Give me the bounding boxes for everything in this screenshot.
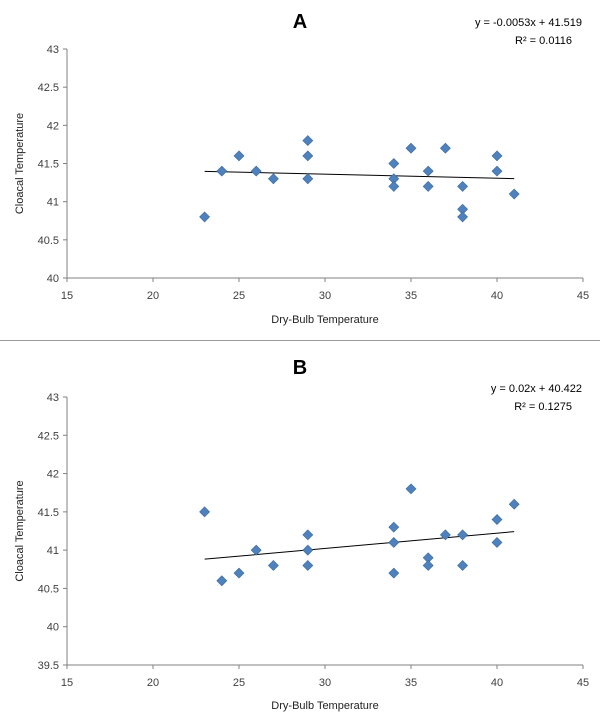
- data-point: [491, 150, 503, 162]
- x-tick-label: 25: [233, 290, 245, 302]
- y-tick-label: 42.5: [38, 430, 59, 442]
- x-axis-title: Dry-Bulb Temperature: [271, 314, 378, 326]
- data-point: [267, 560, 279, 571]
- trendline: [204, 170, 515, 180]
- y-tick-label: 39.5: [38, 660, 59, 672]
- data-point: [199, 211, 211, 223]
- x-tick-label: 20: [147, 290, 159, 302]
- data-point: [439, 529, 451, 541]
- r-squared-label: R² = 0.1275: [514, 401, 572, 413]
- data-point: [388, 537, 400, 548]
- trendline-equation: y = -0.0053x + 41.519: [475, 17, 582, 29]
- data-point: [508, 188, 520, 200]
- data-point: [491, 537, 503, 548]
- r-squared-label: R² = 0.0116: [515, 35, 572, 47]
- x-tick-label: 20: [147, 677, 159, 689]
- x-tick-label: 30: [319, 677, 331, 689]
- x-tick-label: 35: [405, 290, 417, 302]
- x-tick-label: 15: [61, 290, 73, 302]
- trendline-equation: y = 0.02x + 40.422: [491, 383, 582, 395]
- data-point: [388, 180, 400, 192]
- chart-title-b: B: [293, 357, 307, 379]
- y-tick-label: 40: [47, 622, 59, 634]
- data-point: [250, 544, 262, 556]
- data-point: [216, 165, 228, 177]
- y-tick-label: 41: [47, 197, 59, 209]
- x-tick-label: 30: [319, 290, 331, 302]
- data-point: [267, 173, 279, 185]
- data-point: [439, 142, 451, 154]
- x-tick-label: 15: [61, 677, 73, 689]
- data-point: [422, 560, 434, 571]
- x-tick-label: 45: [577, 290, 589, 302]
- data-point: [216, 575, 228, 587]
- data-point: [422, 165, 434, 177]
- trendline: [204, 531, 515, 560]
- y-tick-label: 42: [47, 120, 59, 132]
- data-point: [302, 529, 314, 541]
- y-axis-title: Cloacal Temperature: [14, 480, 26, 581]
- data-point: [388, 567, 400, 579]
- data-point: [233, 150, 245, 162]
- x-tick-label: 25: [233, 677, 245, 689]
- data-point: [508, 498, 520, 510]
- y-tick-label: 40.5: [38, 235, 59, 247]
- y-tick-label: 41.5: [38, 159, 59, 171]
- y-tick-label: 40: [47, 273, 59, 285]
- data-point: [388, 521, 400, 533]
- data-point: [457, 560, 469, 571]
- y-tick-label: 42.5: [38, 82, 59, 94]
- y-tick-label: 43: [47, 392, 59, 404]
- y-tick-label: 40.5: [38, 583, 59, 595]
- chart-title-a: A: [293, 11, 307, 33]
- x-axis-title: Dry-Bulb Temperature: [271, 700, 378, 712]
- data-point: [250, 165, 262, 177]
- x-tick-label: 40: [491, 290, 503, 302]
- data-point: [199, 506, 211, 518]
- scatter-chart-b: By = 0.02x + 40.422 R² = 0.1275 39.5 40 40.5…: [14, 357, 589, 712]
- data-point: [405, 483, 417, 495]
- data-point: [491, 165, 503, 177]
- data-point: [388, 158, 400, 169]
- data-point: [302, 150, 314, 162]
- data-point: [457, 211, 469, 223]
- y-tick-label: 43: [47, 44, 59, 56]
- data-point: [422, 180, 434, 192]
- y-tick-label: 41: [47, 545, 59, 557]
- data-point: [233, 567, 245, 579]
- data-point: [302, 544, 314, 556]
- y-axis-title: Cloacal Temperature: [14, 113, 26, 214]
- data-point: [457, 529, 469, 541]
- data-point: [405, 142, 417, 154]
- y-tick-label: 42: [47, 469, 59, 481]
- data-point: [491, 514, 503, 525]
- data-point: [457, 180, 469, 192]
- data-point: [302, 560, 314, 571]
- y-tick-label: 41.5: [38, 507, 59, 519]
- data-point: [302, 173, 314, 185]
- x-tick-label: 45: [577, 677, 589, 689]
- x-tick-label: 40: [491, 677, 503, 689]
- panel-divider: [0, 340, 600, 341]
- x-tick-label: 35: [405, 677, 417, 689]
- data-point: [302, 135, 314, 147]
